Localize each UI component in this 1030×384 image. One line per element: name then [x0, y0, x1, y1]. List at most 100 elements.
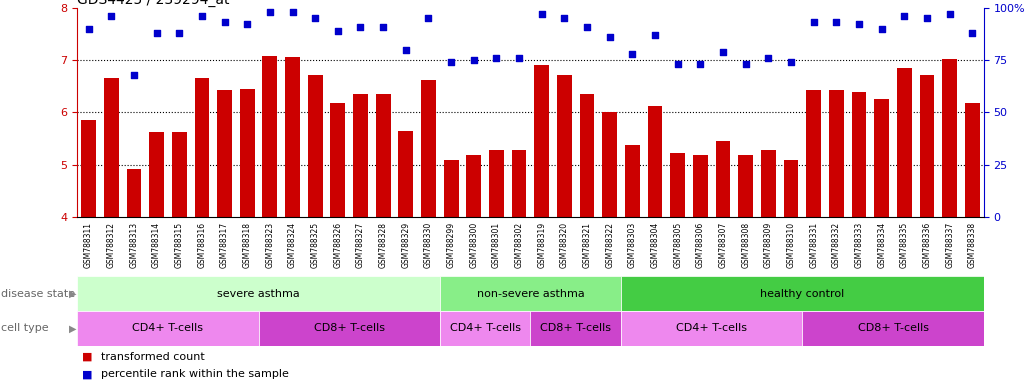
Bar: [852, 93, 866, 217]
Bar: [625, 145, 640, 217]
Point: [919, 15, 935, 21]
Point: [670, 61, 686, 67]
Point: [579, 23, 595, 30]
Text: disease state: disease state: [1, 289, 75, 299]
Bar: [81, 120, 96, 217]
Point: [941, 11, 958, 17]
Bar: [761, 150, 776, 217]
Bar: [259, 311, 440, 346]
Point: [851, 22, 867, 28]
Point: [534, 11, 550, 17]
Bar: [942, 59, 957, 217]
Point: [171, 30, 187, 36]
Bar: [440, 311, 530, 346]
Bar: [965, 103, 980, 217]
Bar: [285, 57, 300, 217]
Point: [262, 9, 278, 15]
Bar: [77, 311, 259, 346]
Text: non-severe asthma: non-severe asthma: [477, 289, 584, 299]
Text: ▶: ▶: [69, 289, 76, 299]
Point: [307, 15, 323, 21]
Point: [194, 13, 210, 19]
Point: [964, 30, 981, 36]
Bar: [621, 311, 802, 346]
Bar: [195, 78, 209, 217]
Point: [126, 71, 142, 78]
Text: GDS4425 / 239294_at: GDS4425 / 239294_at: [77, 0, 230, 7]
Point: [352, 23, 369, 30]
Bar: [530, 311, 621, 346]
Bar: [440, 276, 621, 311]
Bar: [802, 311, 984, 346]
Bar: [172, 132, 186, 217]
Text: ▶: ▶: [69, 323, 76, 333]
Point: [760, 55, 777, 61]
Point: [420, 15, 437, 21]
Point: [488, 55, 505, 61]
Text: CD8+ T-cells: CD8+ T-cells: [314, 323, 384, 333]
Bar: [127, 169, 141, 217]
Bar: [399, 131, 413, 217]
Bar: [739, 155, 753, 217]
Point: [398, 46, 414, 53]
Point: [737, 61, 754, 67]
Point: [805, 19, 822, 25]
Text: severe asthma: severe asthma: [217, 289, 300, 299]
Bar: [467, 155, 481, 217]
Bar: [421, 80, 436, 217]
Point: [647, 32, 663, 38]
Bar: [580, 94, 594, 217]
Bar: [897, 68, 912, 217]
Text: CD8+ T-cells: CD8+ T-cells: [541, 323, 611, 333]
Point: [80, 26, 97, 32]
Bar: [512, 150, 526, 217]
Point: [148, 30, 165, 36]
Bar: [535, 65, 549, 217]
Bar: [77, 276, 440, 311]
Point: [284, 9, 301, 15]
Bar: [376, 94, 390, 217]
Point: [624, 51, 641, 57]
Bar: [603, 112, 617, 217]
Text: transformed count: transformed count: [101, 352, 205, 362]
Bar: [874, 99, 889, 217]
Point: [239, 22, 255, 28]
Text: CD4+ T-cells: CD4+ T-cells: [450, 323, 520, 333]
Bar: [806, 90, 821, 217]
Bar: [671, 153, 685, 217]
Text: ■: ■: [82, 369, 93, 379]
Point: [602, 34, 618, 40]
Point: [896, 13, 913, 19]
Point: [443, 59, 459, 65]
Point: [330, 28, 346, 34]
Point: [873, 26, 890, 32]
Bar: [489, 150, 504, 217]
Bar: [829, 90, 844, 217]
Point: [216, 19, 233, 25]
Text: ■: ■: [82, 352, 93, 362]
Text: healthy control: healthy control: [760, 289, 845, 299]
Bar: [308, 74, 322, 217]
Text: percentile rank within the sample: percentile rank within the sample: [101, 369, 288, 379]
Bar: [444, 161, 458, 217]
Bar: [217, 90, 232, 217]
Bar: [240, 89, 254, 217]
Point: [375, 23, 391, 30]
Point: [715, 48, 731, 55]
Point: [556, 15, 573, 21]
Bar: [693, 155, 708, 217]
Bar: [104, 78, 118, 217]
Text: CD4+ T-cells: CD4+ T-cells: [677, 323, 747, 333]
Bar: [263, 56, 277, 217]
Text: cell type: cell type: [1, 323, 48, 333]
Bar: [149, 132, 164, 217]
Point: [692, 61, 709, 67]
Bar: [784, 161, 798, 217]
Text: CD8+ T-cells: CD8+ T-cells: [858, 323, 928, 333]
Bar: [920, 74, 934, 217]
Point: [103, 13, 119, 19]
Point: [783, 59, 799, 65]
Point: [511, 55, 527, 61]
Bar: [557, 74, 572, 217]
Bar: [353, 94, 368, 217]
